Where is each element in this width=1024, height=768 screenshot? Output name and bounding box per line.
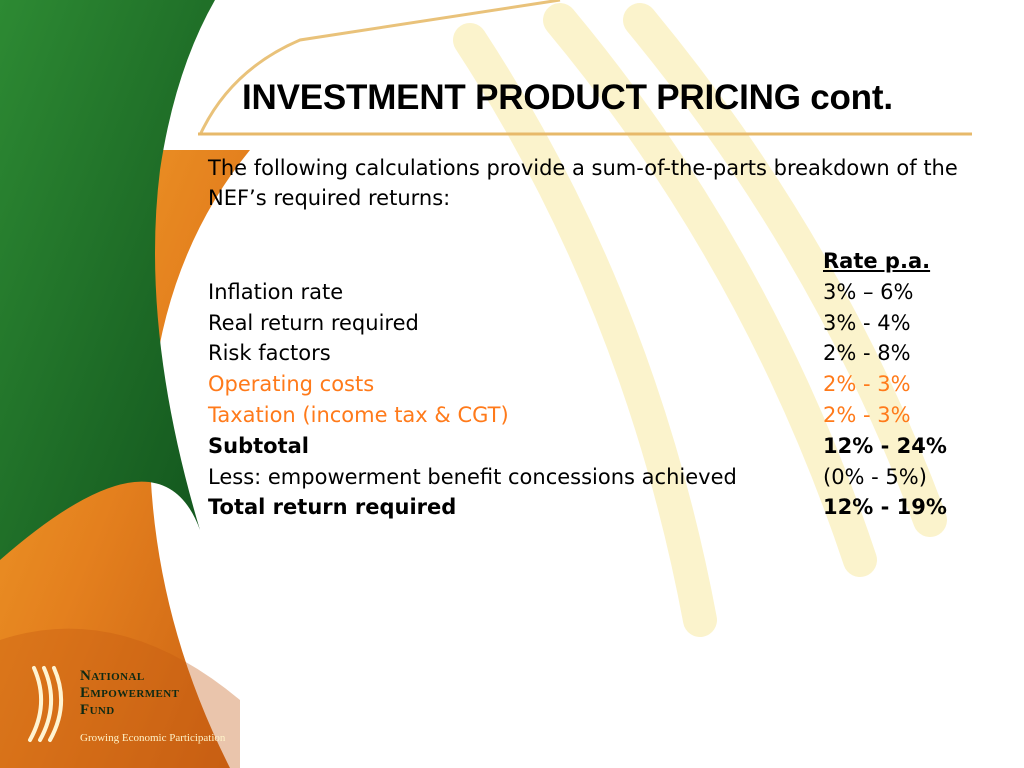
logo-line-1: National [80, 668, 145, 684]
nef-logo-icon [28, 666, 64, 742]
table-row: Taxation (income tax & CGT) 2% - 3% [208, 400, 968, 431]
row-label: Less: empowerment benefit concessions ac… [208, 464, 737, 489]
table-header-row: Rate p.a. [208, 246, 968, 277]
bottom-shade [0, 628, 240, 768]
gold-curve [198, 0, 561, 136]
watermark-stripes [453, 3, 947, 637]
logo-line-3: Fund [80, 702, 115, 718]
row-label: Taxation (income tax & CGT) [208, 402, 509, 427]
table-rows: Inflation rate 3% – 6% Real return require… [208, 277, 968, 523]
row-rate: 3% – 6% [823, 279, 914, 304]
table-row: Risk factors 2% - 8% [208, 338, 968, 369]
table-row: Total return required 12% - 19% [208, 492, 968, 523]
table-row: Inflation rate 3% – 6% [208, 277, 968, 308]
row-rate: (0% - 5%) [823, 464, 927, 489]
logo-line-2: Empowerment [80, 685, 180, 701]
logo-wordmark: National Empowerment Fund [80, 668, 179, 719]
rate-header: Rate p.a. [823, 249, 931, 273]
row-rate: 12% - 19% [823, 495, 947, 520]
row-rate: 2% - 3% [823, 372, 911, 397]
table-row: Less: empowerment benefit concessions ac… [208, 462, 968, 493]
green-swoosh [0, 0, 215, 560]
row-label: Total return required [208, 495, 457, 520]
row-label: Inflation rate [208, 279, 344, 304]
row-label: Subtotal [208, 433, 309, 458]
row-rate: 3% - 4% [823, 310, 911, 335]
table-row: Subtotal 12% - 24% [208, 431, 968, 462]
table-row: Operating costs 2% - 3% [208, 369, 968, 400]
row-label: Operating costs [208, 372, 375, 397]
intro-text: The following calculations provide a sum… [208, 156, 958, 210]
row-rate: 2% - 8% [823, 341, 911, 366]
pricing-table: Rate p.a. Inflation rate 3% – 6% Real retu… [208, 246, 968, 523]
row-rate: 2% - 3% [823, 402, 911, 427]
table-row: Real return required 3% - 4% [208, 308, 968, 339]
row-rate: 12% - 24% [823, 433, 947, 458]
row-label: Risk factors [208, 341, 331, 366]
row-label: Real return required [208, 310, 419, 335]
page-title: INVESTMENT PRODUCT PRICING cont. [242, 78, 893, 117]
logo-tagline: Growing Economic Participation [80, 732, 226, 744]
